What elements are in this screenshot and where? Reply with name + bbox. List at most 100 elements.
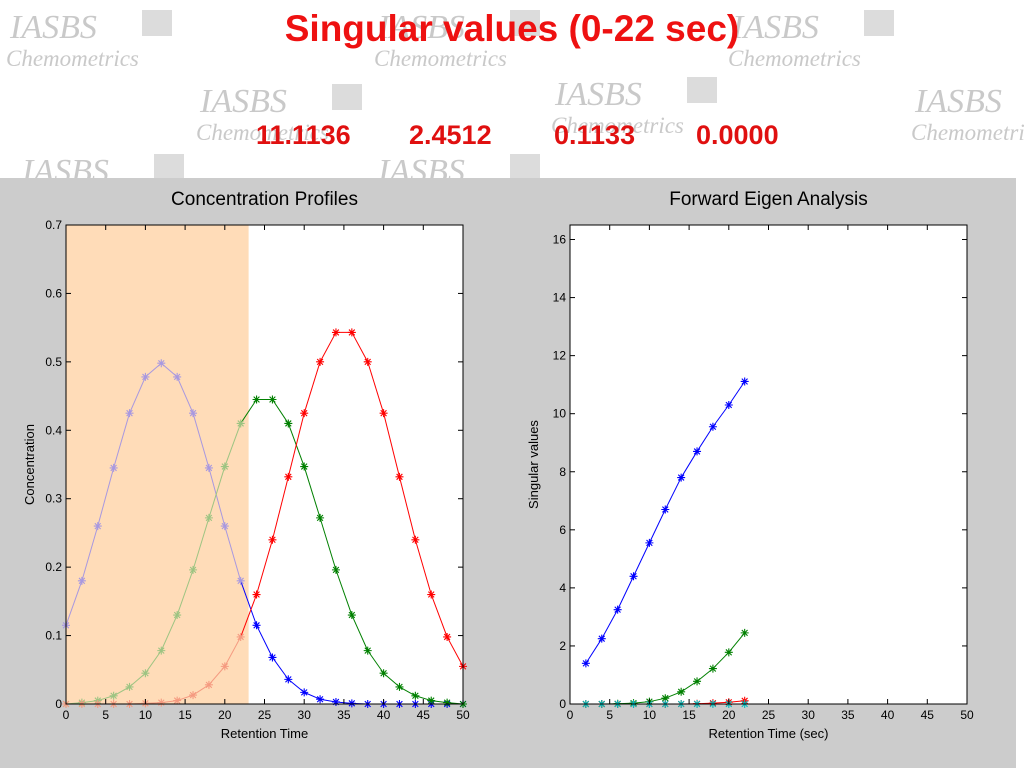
left-chart-series-2-point: [379, 669, 388, 678]
left-chart-series-2-segment: [367, 650, 385, 674]
left-chart-series-3-segment: [240, 594, 258, 638]
svg-text:IASBS: IASBS: [731, 9, 819, 46]
left-chart-series-1-segment: [304, 691, 321, 700]
left-chart-y-tick-label: 0.1: [45, 629, 62, 643]
left-chart-x-tick-label: 50: [456, 708, 470, 722]
left-chart-series-3-point: [189, 691, 198, 700]
left-chart-series-2-segment: [113, 686, 130, 697]
left-chart-series-3-point: [220, 662, 229, 671]
left-chart-series-2-point: [109, 691, 118, 700]
left-chart-series-2-point: [284, 419, 293, 428]
left-chart-series-1-point: [204, 463, 213, 472]
left-chart-series-3: [62, 328, 467, 708]
left-chart-series-2-point: [363, 646, 372, 655]
left-chart-x-tick-label: 5: [102, 708, 109, 722]
left-chart-series-2-segment: [319, 517, 337, 571]
left-chart-series-1-point: [173, 372, 182, 381]
left-chart-series-2-segment: [224, 423, 242, 467]
left-chart-x-tick-label: 20: [218, 708, 232, 722]
left-chart-series-3-point: [204, 680, 213, 689]
left-chart-series-1-point: [316, 695, 325, 704]
left-chart-series-2-segment: [240, 399, 257, 424]
left-chart-series-3-point: [173, 696, 182, 705]
left-chart-series-2-point: [220, 462, 229, 471]
left-chart-x-tick-label: 35: [337, 708, 351, 722]
left-chart-x-axis-label: Retention Time: [221, 726, 308, 741]
left-chart-series-1-point: [347, 699, 356, 708]
left-chart-series-3-point: [443, 632, 452, 641]
left-chart-series-3-point: [331, 328, 340, 337]
left-chart-series-2-point: [236, 419, 245, 428]
left-chart-series-2-point: [141, 669, 150, 678]
left-chart-series-3-segment: [446, 636, 464, 667]
left-chart-series-3-point: [395, 472, 404, 481]
left-chart-series-2-segment: [303, 466, 321, 519]
left-chart-series-3-segment: [383, 413, 400, 477]
left-chart-series-1-segment: [256, 625, 273, 658]
left-chart-x-tick-label: 0: [63, 708, 70, 722]
left-chart-series-3-segment: [319, 332, 337, 363]
left-chart-series-2-point: [268, 395, 277, 404]
left-chart-series-3-segment: [176, 694, 194, 702]
left-chart-series-2-segment: [144, 650, 162, 674]
left-chart-series-1-point: [77, 576, 86, 585]
svg-text:IASBS: IASBS: [199, 83, 287, 120]
left-chart-series-1-point: [220, 522, 229, 531]
left-chart-series-2-point: [347, 611, 356, 620]
left-chart-y-axis-label: Concentration: [22, 424, 37, 505]
left-chart-y-tick-label: 0.2: [45, 560, 62, 574]
left-chart-series-3-segment: [287, 413, 305, 477]
svg-text:Chemometrics: Chemometrics: [551, 113, 684, 138]
left-chart-highlight-region: [66, 225, 249, 704]
singular-value-4: 0.0000: [696, 120, 779, 150]
left-chart-series-3-segment: [398, 476, 416, 540]
left-chart-series-1-point: [268, 653, 277, 662]
left-chart-series-2-point: [331, 565, 340, 574]
svg-text:Chemometrics: Chemometrics: [728, 46, 861, 71]
left-chart-series-3-segment: [192, 684, 210, 696]
left-chart-series-3-point: [157, 698, 166, 707]
left-chart-series-2-point: [300, 462, 309, 471]
left-chart-series-1-point: [109, 463, 118, 472]
left-chart-x-tick-label: 25: [258, 708, 272, 722]
svg-text:IASBS: IASBS: [554, 76, 642, 113]
left-chart-series-1-segment: [192, 413, 210, 469]
left-chart-series-1-point: [284, 675, 293, 684]
left-chart-x-tick-label: 15: [178, 708, 192, 722]
left-chart-series-1-segment: [272, 657, 289, 680]
left-chart-series-2-point: [189, 565, 198, 574]
svg-text:IASBS: IASBS: [377, 9, 465, 46]
left-chart-x-tick-label: 45: [417, 708, 431, 722]
left-chart-series-1-segment: [176, 376, 194, 414]
left-chart-x-tick-label: 10: [139, 708, 153, 722]
left-chart-series-2-point: [427, 696, 436, 705]
left-chart-title: Concentration Profiles: [171, 189, 358, 210]
left-chart-y-tick-label: 0.7: [45, 218, 62, 232]
left-chart-series-1-point: [157, 359, 166, 368]
left-chart-series-3-segment: [303, 361, 321, 414]
left-chart-y-tick-label: 0: [55, 697, 62, 711]
left-chart-series-2: [62, 395, 467, 708]
left-chart-y-tick-label: 0.3: [45, 492, 62, 506]
left-chart-series-3-point: [427, 590, 436, 599]
left-chart-series-2-segment: [208, 466, 226, 519]
left-chart-series-1-point: [125, 409, 134, 418]
left-chart-series-1-point: [189, 409, 198, 418]
left-chart-series-2-point: [443, 698, 452, 707]
left-chart-series-2-segment: [97, 695, 114, 702]
left-chart-series-3-segment: [271, 476, 289, 540]
left-chart-series-3-point: [236, 632, 245, 641]
svg-text:Chemometrics: Chemometrics: [374, 46, 507, 71]
left-chart-series-3-point: [363, 357, 372, 366]
left-chart-series-3-segment: [256, 539, 273, 595]
left-chart-series-1-segment: [65, 580, 83, 626]
left-chart-series-2-segment: [272, 399, 289, 424]
left-chart-series-2-segment: [160, 614, 178, 651]
left-chart-series-1-point: [236, 576, 245, 585]
